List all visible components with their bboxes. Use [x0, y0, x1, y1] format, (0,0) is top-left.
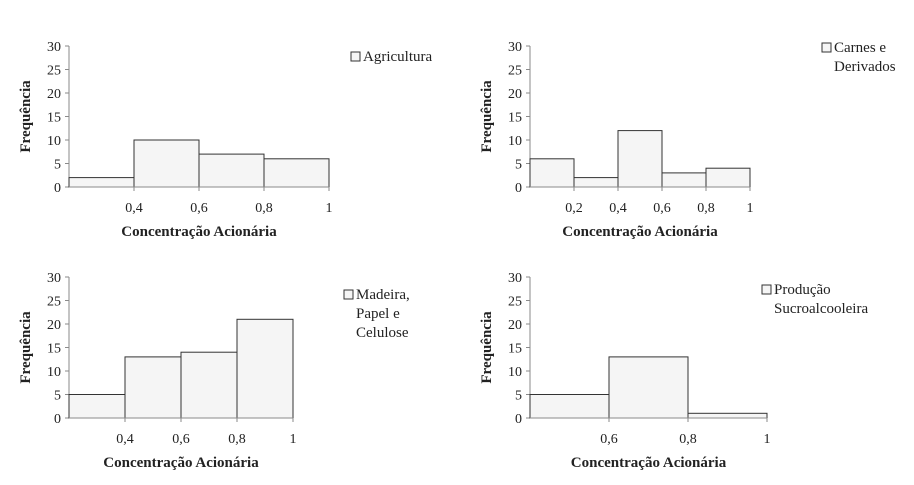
x-tick-label: 0,8	[697, 201, 715, 216]
y-tick-label: 0	[54, 181, 61, 196]
histogram-bar	[705, 167, 751, 188]
y-tick-label: 15	[508, 342, 522, 357]
x-tick-label: 0,4	[116, 432, 134, 447]
legend: Madeira, Papel e Celulose	[343, 287, 410, 341]
legend: Carnes e Derivados	[821, 40, 896, 75]
legend-label: Sucroalcooleira	[774, 301, 868, 317]
chart-panel-1: 0 5 10 15 20 25 30 0,4 0,6 0,8 1 Concentração Acion…	[18, 40, 432, 240]
x-tick-label: 0,4	[125, 201, 143, 216]
y-axis-title: Frequência	[18, 311, 34, 384]
y-tick-label: 25	[508, 64, 522, 79]
chart-panel-3: 0 5 10 15 20 25 30 0,4 0,6 0,8 1 Concentração Acion…	[18, 271, 410, 471]
histogram-bar	[529, 394, 610, 419]
y-axis-title: Frequência	[479, 80, 495, 153]
histogram-bar	[68, 177, 135, 188]
legend-swatch	[821, 42, 832, 53]
histogram-bar	[529, 158, 575, 188]
x-tick-label: 0,6	[653, 201, 671, 216]
y-tick-label: 20	[508, 318, 522, 333]
y-tick-label: 0	[515, 181, 522, 196]
x-tick-label: 1	[326, 201, 333, 216]
y-tick-label: 10	[47, 134, 61, 149]
histogram-bar	[124, 356, 182, 419]
x-tick-label: 0,6	[172, 432, 190, 447]
y-tick-label: 20	[47, 87, 61, 102]
legend: Produção Sucroalcooleira	[761, 282, 868, 317]
x-axis-title: Concentração Acionária	[121, 224, 277, 240]
histogram-bar	[687, 412, 768, 419]
legend-swatch	[343, 289, 354, 300]
legend-label: Agricultura	[363, 49, 432, 65]
y-tick-label: 0	[515, 412, 522, 427]
y-tick-label: 10	[47, 365, 61, 380]
histogram-bar	[198, 153, 265, 188]
y-tick-label: 10	[508, 365, 522, 380]
legend-label: Madeira,	[356, 287, 410, 303]
x-tick-label: 0,6	[600, 432, 618, 447]
histogram-bar	[617, 130, 663, 188]
x-tick-label: 1	[764, 432, 771, 447]
y-tick-label: 20	[508, 87, 522, 102]
histogram-bar	[661, 172, 707, 188]
histogram-bar	[608, 356, 689, 419]
x-axis-title: Concentração Acionária	[562, 224, 718, 240]
legend: Agricultura	[350, 49, 432, 65]
histogram-bar	[180, 351, 238, 419]
y-tick-label: 30	[47, 271, 61, 286]
legend-swatch	[350, 51, 361, 62]
y-tick-label: 25	[508, 295, 522, 310]
y-tick-label: 15	[47, 111, 61, 126]
y-tick-label: 25	[47, 64, 61, 79]
y-axis-title: Frequência	[18, 80, 34, 153]
y-tick-label: 15	[47, 342, 61, 357]
x-axis-title: Concentração Acionária	[571, 455, 727, 471]
y-tick-label: 10	[508, 134, 522, 149]
legend-label: Derivados	[834, 59, 896, 75]
histogram-bar	[263, 158, 330, 188]
y-axis-title: Frequência	[479, 311, 495, 384]
legend-label: Celulose	[356, 325, 409, 341]
legend-label: Papel e	[356, 306, 400, 322]
legend-label: Carnes e	[834, 40, 886, 56]
x-tick-label: 0,8	[255, 201, 273, 216]
x-axis-title: Concentração Acionária	[103, 455, 259, 471]
y-tick-label: 25	[47, 295, 61, 310]
histogram-bar	[236, 318, 294, 419]
x-tick-label: 0,8	[679, 432, 697, 447]
y-tick-label: 5	[515, 158, 522, 173]
y-tick-label: 30	[508, 271, 522, 286]
y-tick-label: 15	[508, 111, 522, 126]
x-tick-label: 0,6	[190, 201, 208, 216]
x-tick-label: 1	[747, 201, 754, 216]
x-tick-label: 1	[290, 432, 297, 447]
y-tick-label: 5	[515, 389, 522, 404]
y-tick-label: 0	[54, 412, 61, 427]
histogram-bar	[573, 177, 619, 188]
y-tick-label: 5	[54, 389, 61, 404]
x-tick-label: 0,4	[609, 201, 627, 216]
x-tick-label: 0,2	[565, 201, 583, 216]
y-tick-label: 30	[47, 40, 61, 55]
legend-swatch	[761, 284, 772, 295]
histogram-bar	[133, 139, 200, 188]
histogram-bar	[68, 394, 126, 419]
y-tick-label: 5	[54, 158, 61, 173]
legend-label: Produção	[774, 282, 831, 298]
y-tick-label: 20	[47, 318, 61, 333]
y-tick-label: 30	[508, 40, 522, 55]
chart-panel-4: 0 5 10 15 20 25 30 0,6 0,8 1 Concentração Acionári…	[479, 271, 868, 471]
x-tick-label: 0,8	[228, 432, 246, 447]
chart-panel-2: 0 5 10 15 20 25 30 0,2 0,4 0,6 0,8 1 Concentração Ac…	[479, 40, 896, 240]
